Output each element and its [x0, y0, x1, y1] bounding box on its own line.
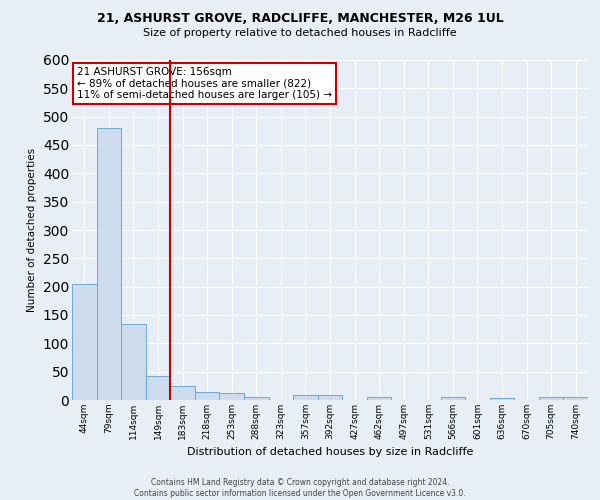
Bar — [72, 284, 97, 400]
Bar — [440, 396, 465, 400]
Text: Size of property relative to detached houses in Radcliffe: Size of property relative to detached ho… — [143, 28, 457, 38]
Bar — [170, 386, 195, 400]
Text: Contains HM Land Registry data © Crown copyright and database right 2024.
Contai: Contains HM Land Registry data © Crown c… — [134, 478, 466, 498]
Text: 21, ASHURST GROVE, RADCLIFFE, MANCHESTER, M26 1UL: 21, ASHURST GROVE, RADCLIFFE, MANCHESTER… — [97, 12, 503, 26]
Bar — [97, 128, 121, 400]
Bar — [563, 397, 588, 400]
Bar — [121, 324, 146, 400]
Bar — [293, 395, 318, 400]
Bar — [539, 397, 563, 400]
Bar — [318, 395, 342, 400]
Bar — [244, 396, 269, 400]
Bar — [367, 397, 391, 400]
Bar — [146, 376, 170, 400]
Text: 21 ASHURST GROVE: 156sqm
← 89% of detached houses are smaller (822)
11% of semi-: 21 ASHURST GROVE: 156sqm ← 89% of detach… — [77, 67, 332, 100]
Bar — [490, 398, 514, 400]
X-axis label: Distribution of detached houses by size in Radcliffe: Distribution of detached houses by size … — [187, 448, 473, 458]
Y-axis label: Number of detached properties: Number of detached properties — [27, 148, 37, 312]
Bar — [195, 392, 220, 400]
Bar — [220, 393, 244, 400]
